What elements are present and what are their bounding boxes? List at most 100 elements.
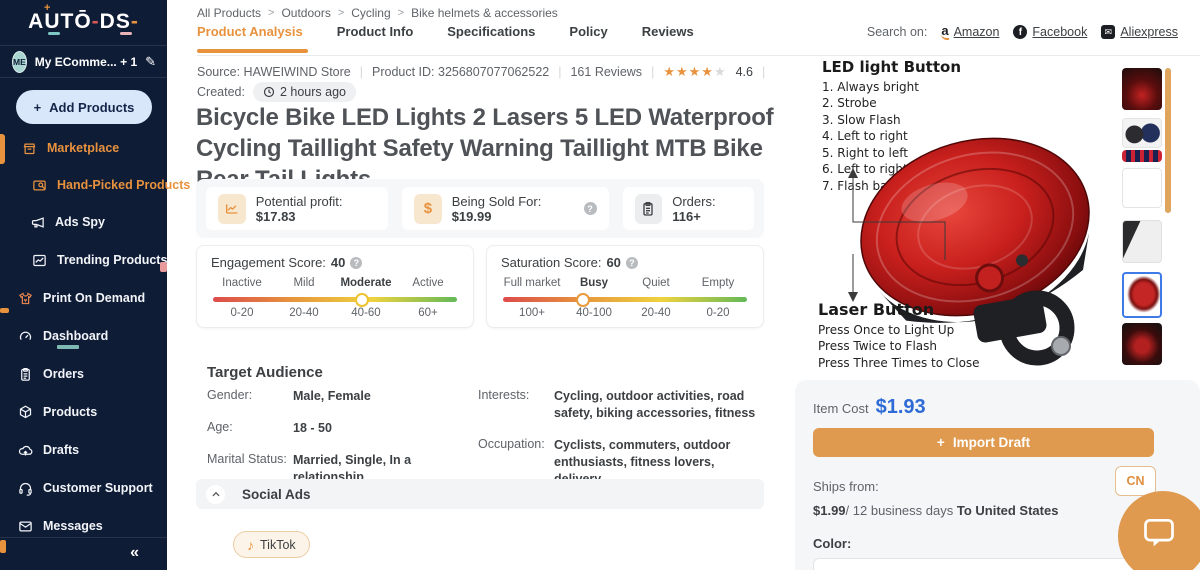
level-label: Active bbox=[412, 277, 444, 289]
range-label: 20-40 bbox=[289, 307, 319, 319]
gallery-thumbnail-5[interactable] bbox=[1122, 220, 1162, 263]
sidebar-item-hand-picked-products[interactable]: Hand-Picked Products bbox=[0, 173, 190, 197]
sidebar-item-drafts[interactable]: Drafts bbox=[0, 438, 167, 462]
amazon-label: Amazon bbox=[953, 25, 1000, 39]
tiktok-icon: ♪ bbox=[247, 536, 254, 553]
tab-reviews[interactable]: Reviews bbox=[641, 24, 694, 39]
sidebar-item-label: Ads Spy bbox=[55, 215, 106, 229]
sidebar-item-ads-spy[interactable]: Ads Spy bbox=[0, 210, 167, 234]
target-audience-left: Gender: Male, Female Age: 18 - 50 Marital … bbox=[207, 388, 469, 501]
slider-knob bbox=[355, 292, 370, 307]
item-cost-label: Item Cost bbox=[813, 401, 869, 416]
clipboard-icon bbox=[21, 367, 30, 381]
import-draft-button[interactable]: + Import Draft bbox=[813, 428, 1154, 457]
amazon-icon: a bbox=[941, 23, 949, 40]
search-aliexpress-link[interactable]: ✉ Aliexpress bbox=[1101, 25, 1178, 39]
color-dropdown[interactable] bbox=[813, 558, 1154, 570]
ship-from-country-button[interactable]: CN bbox=[1115, 466, 1156, 496]
edit-account-icon[interactable]: ✎ bbox=[145, 53, 157, 69]
dollar-icon: $ bbox=[414, 193, 442, 224]
headset-icon bbox=[19, 482, 32, 496]
sidebar-item-marketplace[interactable]: Marketplace bbox=[0, 136, 167, 160]
tiktok-label: TikTok bbox=[260, 537, 296, 552]
breadcrumb-outdoors[interactable]: Outdoors bbox=[281, 6, 331, 20]
range-label: 20-40 bbox=[641, 307, 671, 319]
product-meta-row: Source: HAWEIWIND Store | Product ID: 325… bbox=[197, 64, 766, 79]
level-label: Full market bbox=[503, 277, 561, 289]
add-products-label: Add Products bbox=[49, 99, 135, 115]
gallery-thumbnail-6-selected[interactable] bbox=[1122, 272, 1162, 318]
sidebar-item-label: Marketplace bbox=[47, 141, 120, 155]
slider-knob bbox=[575, 292, 590, 307]
sidebar-item-label: Orders bbox=[43, 367, 84, 381]
account-row[interactable]: ME My EComme... + 1 ✎ bbox=[0, 45, 167, 78]
tiktok-button[interactable]: ♪ TikTok bbox=[233, 531, 310, 558]
tab-specifications[interactable]: Specifications bbox=[447, 24, 536, 39]
help-icon[interactable]: ? bbox=[583, 202, 597, 215]
breadcrumb-all-products[interactable]: All Products bbox=[197, 6, 262, 20]
annotation-arrows bbox=[848, 168, 946, 302]
line-chart-icon bbox=[218, 193, 246, 224]
sidebar-item-label: Drafts bbox=[43, 443, 80, 457]
sidebar-item-dashboard[interactable]: Dashboard bbox=[0, 324, 167, 348]
logo-accent-pink bbox=[120, 32, 132, 35]
facebook-label: Facebook bbox=[1032, 25, 1088, 39]
stats-panel: Potential profit: $17.83 $ Being Sold Fo… bbox=[196, 179, 764, 238]
search-facebook-link[interactable]: f Facebook bbox=[1013, 25, 1087, 39]
sidebar-item-orders[interactable]: Orders bbox=[0, 362, 167, 386]
gallery-scrollbar[interactable] bbox=[1165, 68, 1171, 213]
sidebar-item-products[interactable]: Products bbox=[0, 400, 167, 424]
collapse-sidebar-icon[interactable]: « bbox=[130, 544, 139, 561]
chat-widget-button[interactable] bbox=[1118, 491, 1200, 570]
sidebar-item-label: Messages bbox=[43, 519, 103, 533]
gallery-thumbnail-1[interactable] bbox=[1122, 68, 1162, 110]
chevron-right-icon: > bbox=[268, 7, 275, 19]
stat-label: Potential profit: bbox=[255, 193, 343, 209]
facebook-icon: f bbox=[1013, 25, 1028, 39]
chat-icon bbox=[1144, 518, 1174, 547]
sidebar-item-messages[interactable]: Messages bbox=[0, 514, 167, 538]
autods-logo[interactable]: AUTŌ-DS- bbox=[0, 10, 167, 34]
laser-button-title: Laser Button bbox=[818, 300, 935, 319]
sidebar-item-customer-support[interactable]: Customer Support bbox=[0, 476, 167, 500]
decorative-mark bbox=[0, 308, 9, 313]
hand-picked-icon bbox=[33, 180, 46, 190]
tab-bar: Product Analysis Product Info Specificat… bbox=[197, 24, 694, 39]
sidebar-item-label: Hand-Picked Products bbox=[57, 178, 191, 192]
help-icon[interactable]: ? bbox=[350, 256, 363, 269]
help-icon[interactable]: ? bbox=[625, 256, 638, 269]
target-audience-heading: Target Audience bbox=[207, 364, 323, 381]
breadcrumb-current: Bike helmets & accessories bbox=[411, 6, 558, 20]
tshirt-icon bbox=[18, 291, 33, 304]
search-amazon-link[interactable]: a Amazon bbox=[941, 24, 999, 40]
avatar: ME bbox=[12, 50, 27, 73]
stat-being-sold-for: $ Being Sold For: $19.99 ? bbox=[402, 187, 609, 230]
sidebar-item-label: Trending Products bbox=[57, 253, 168, 267]
chevron-up-icon[interactable] bbox=[206, 484, 225, 504]
tab-product-analysis[interactable]: Product Analysis bbox=[197, 24, 303, 39]
decorative-mark bbox=[160, 262, 167, 272]
saturation-slider bbox=[501, 292, 749, 307]
breadcrumb-cycling[interactable]: Cycling bbox=[351, 6, 391, 20]
tab-product-info[interactable]: Product Info bbox=[336, 24, 414, 39]
range-label: 0-20 bbox=[230, 307, 254, 319]
social-ads-section-header[interactable]: Social Ads bbox=[196, 479, 764, 509]
sidebar-item-trending-products[interactable]: Trending Products bbox=[0, 248, 167, 272]
engagement-score-value: 40 bbox=[330, 255, 346, 270]
box-icon bbox=[19, 405, 32, 418]
envelope-icon bbox=[19, 521, 32, 531]
gallery-thumbnail-2[interactable] bbox=[1122, 118, 1162, 148]
gallery-thumbnail-7[interactable] bbox=[1122, 323, 1162, 365]
tab-policy[interactable]: Policy bbox=[569, 24, 608, 39]
gauge-icon bbox=[19, 331, 32, 340]
gallery-thumbnail-4[interactable] bbox=[1122, 168, 1162, 208]
sidebar-item-print-on-demand[interactable]: Print On Demand bbox=[0, 286, 167, 310]
product-image bbox=[860, 137, 1090, 366]
add-products-button[interactable]: + Add Products bbox=[16, 90, 152, 124]
gender-label: Gender: bbox=[207, 388, 253, 402]
range-label: 60+ bbox=[418, 307, 438, 319]
marital-status-label: Marital Status: bbox=[207, 451, 287, 466]
gallery-thumbnail-3[interactable] bbox=[1122, 150, 1162, 162]
sidebar-item-label: Products bbox=[43, 405, 98, 419]
aliexpress-label: Aliexpress bbox=[1120, 25, 1178, 39]
